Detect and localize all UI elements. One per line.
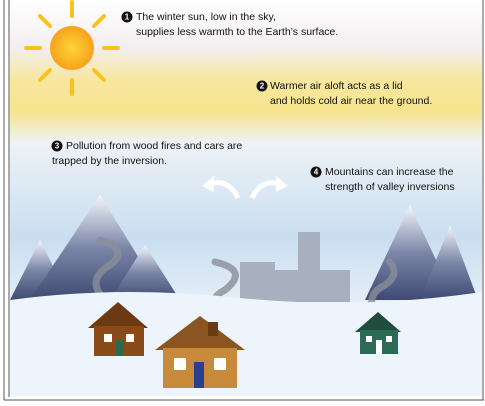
note-text: and holds cold air near the ground.	[270, 95, 432, 107]
note-number: 4	[314, 168, 319, 177]
note-number: 3	[55, 142, 60, 151]
note-text: trapped by the inversion.	[52, 155, 167, 167]
note-text: supplies less warmth to the Earth’s surf…	[136, 26, 338, 38]
note-text: Mountains can increase the	[325, 166, 454, 178]
ground	[10, 292, 482, 396]
sun	[26, 2, 118, 94]
note-number: 1	[125, 13, 130, 22]
page: {"notes": [ {"number": 1, "lines": ["The…	[0, 0, 485, 406]
note-text: The winter sun, low in the sky,	[136, 11, 276, 23]
note-text: strength of valley inversions	[325, 181, 455, 193]
note-number: 2	[260, 82, 265, 91]
note-text: Pollution from wood fires and cars are	[66, 140, 242, 152]
note-text: Warmer air aloft acts as a lid	[270, 80, 403, 92]
illustration: 1 The winter sun, low in the sky, supplies…	[0, 0, 485, 406]
